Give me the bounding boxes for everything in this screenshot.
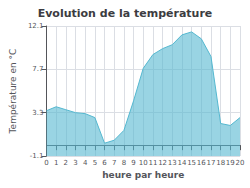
- svg-text:3.3: 3.3: [32, 109, 43, 117]
- svg-text:14: 14: [177, 159, 186, 167]
- svg-text:Température en °C: Température en °C: [8, 49, 18, 135]
- svg-text:5: 5: [93, 159, 97, 167]
- svg-text:-1.1: -1.1: [30, 152, 44, 160]
- svg-text:Evolution de la température: Evolution de la température: [38, 7, 213, 20]
- svg-text:8: 8: [122, 159, 126, 167]
- svg-text:1: 1: [54, 159, 58, 167]
- svg-text:3: 3: [73, 159, 77, 167]
- svg-text:19: 19: [226, 159, 235, 167]
- svg-text:17: 17: [207, 159, 216, 167]
- svg-text:9: 9: [131, 159, 135, 167]
- svg-text:2: 2: [64, 159, 68, 167]
- svg-text:0: 0: [44, 159, 48, 167]
- svg-text:18: 18: [216, 159, 225, 167]
- svg-text:7: 7: [112, 159, 116, 167]
- svg-text:11: 11: [148, 159, 157, 167]
- svg-text:12: 12: [158, 159, 167, 167]
- svg-text:4: 4: [83, 159, 88, 167]
- svg-text:13: 13: [168, 159, 177, 167]
- svg-text:7.7: 7.7: [32, 65, 43, 73]
- svg-text:heure par heure: heure par heure: [102, 170, 184, 180]
- svg-text:10: 10: [139, 159, 148, 167]
- svg-text:16: 16: [197, 159, 206, 167]
- svg-text:12.1: 12.1: [28, 22, 44, 30]
- svg-text:20: 20: [236, 159, 245, 167]
- svg-text:15: 15: [187, 159, 196, 167]
- svg-text:6: 6: [102, 159, 107, 167]
